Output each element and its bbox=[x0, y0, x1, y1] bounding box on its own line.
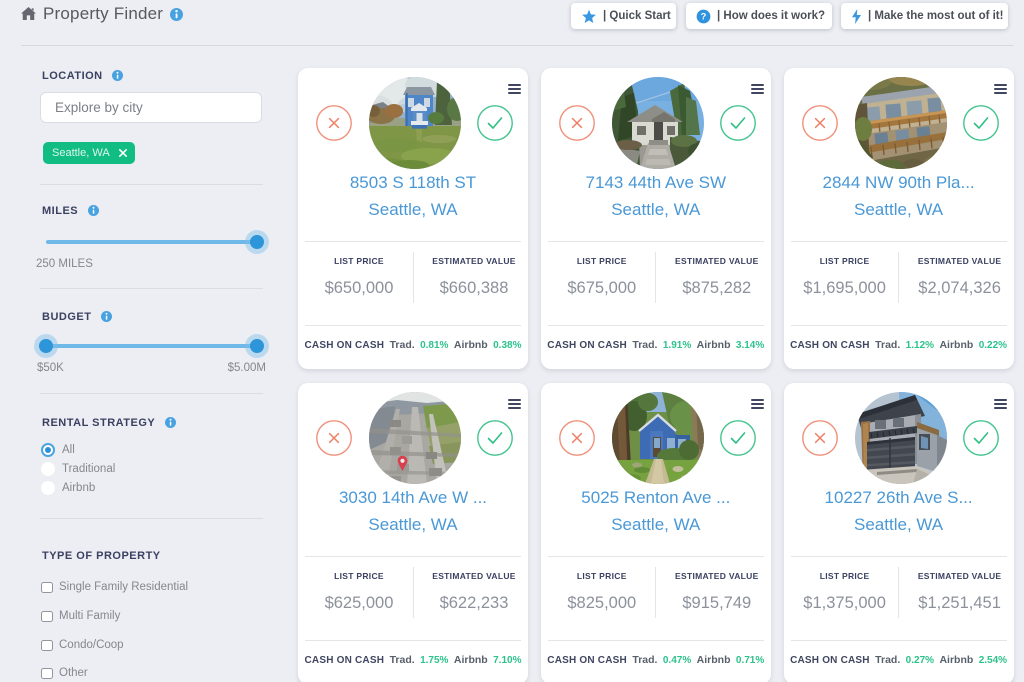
svg-text:?: ? bbox=[701, 11, 707, 21]
